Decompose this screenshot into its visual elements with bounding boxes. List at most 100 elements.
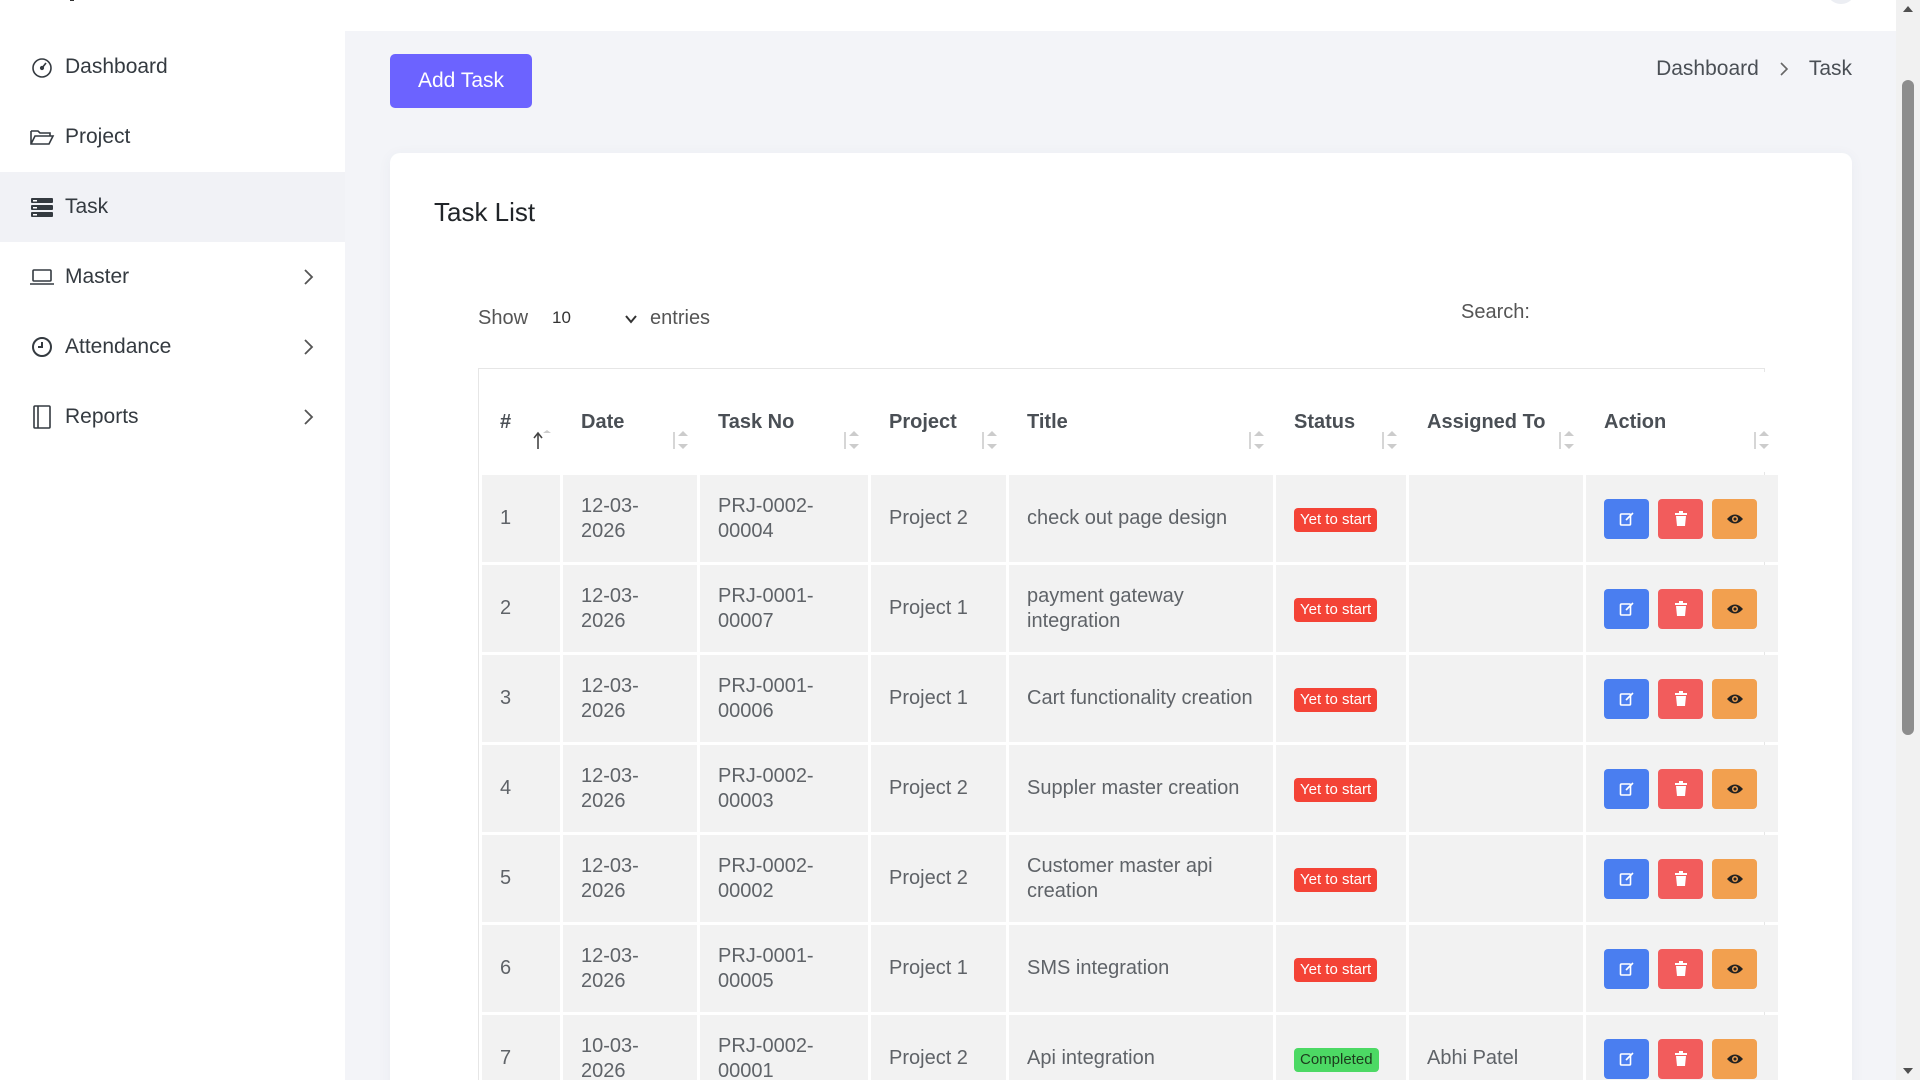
sidebar-item-project[interactable]: Project (0, 102, 345, 172)
column-header-label: Project (889, 411, 957, 433)
search-input[interactable] (1535, 293, 1755, 331)
edit-button[interactable] (1604, 588, 1649, 629)
sidebar-item-dashboard[interactable]: Dashboard (0, 32, 345, 102)
column-header-label: Title (1027, 411, 1068, 433)
delete-button[interactable] (1658, 858, 1703, 899)
column-header[interactable]: Assigned To (1409, 372, 1583, 472)
breadcrumb: Dashboard Task (1656, 57, 1852, 81)
eye-icon (1726, 604, 1743, 613)
column-header[interactable]: Project (871, 372, 1006, 472)
edit-button[interactable] (1604, 1038, 1649, 1079)
sort-icon (982, 431, 997, 449)
edit-icon (1619, 511, 1634, 526)
column-header-label: Date (581, 411, 625, 433)
edit-icon (1619, 601, 1634, 616)
table-row: 4 12-03-2026 PRJ-0002-00003 Project 2 Supple… (482, 745, 1778, 832)
cell-project: Project 2 (871, 835, 1006, 922)
speedometer-icon (29, 54, 55, 80)
page-scrollbar[interactable] (1896, 0, 1920, 1080)
delete-button[interactable] (1658, 498, 1703, 539)
edit-button[interactable] (1604, 858, 1649, 899)
cell-title: Api integration (1009, 1015, 1273, 1080)
clock-icon (29, 334, 55, 360)
cell-action (1586, 655, 1778, 742)
view-button[interactable] (1712, 948, 1757, 989)
chevron-down-icon (625, 315, 637, 324)
entries-value: 10 (552, 308, 571, 327)
edit-button[interactable] (1604, 498, 1649, 539)
column-header[interactable]: Task No (700, 372, 868, 472)
delete-button[interactable] (1658, 588, 1703, 629)
scroll-up-arrow-icon[interactable] (1903, 6, 1913, 12)
task-table-wrapper: # Date Task No Project Title Status Assigned T… (478, 368, 1778, 1080)
cell-project: Project 2 (871, 745, 1006, 832)
task-list-card: Task List Show 10 entries Search: # Date T… (390, 153, 1852, 1080)
column-header-label: Status (1294, 411, 1356, 433)
avatar[interactable] (1826, 0, 1856, 4)
trash-icon (1674, 1050, 1687, 1066)
add-task-button[interactable]: Add Task (390, 54, 532, 108)
sidebar-item-attendance[interactable]: Attendance (0, 312, 345, 382)
cell-task-no: PRJ-0001-00006 (700, 655, 868, 742)
sidebar-item-task[interactable]: Task (0, 172, 345, 242)
breadcrumb-dashboard[interactable]: Dashboard (1656, 57, 1759, 80)
cell-action (1586, 1015, 1778, 1080)
delete-button[interactable] (1658, 678, 1703, 719)
delete-button[interactable] (1658, 948, 1703, 989)
cell-status: Completed (1276, 1015, 1406, 1080)
cell-title: payment gateway integration (1009, 565, 1273, 652)
cell-assigned-to (1409, 835, 1583, 922)
chevron-right-icon (304, 339, 314, 355)
delete-button[interactable] (1658, 1038, 1703, 1079)
task-table: # Date Task No Project Title Status Assigned T… (479, 369, 1781, 1080)
edit-button[interactable] (1604, 948, 1649, 989)
cell-status: Yet to start (1276, 925, 1406, 1012)
sidebar-item-reports[interactable]: Reports (0, 382, 345, 452)
scroll-down-arrow-icon[interactable] (1903, 1068, 1913, 1074)
scroll-thumb[interactable] (1902, 80, 1914, 735)
eye-icon (1726, 874, 1743, 883)
column-header[interactable]: # (482, 372, 560, 472)
delete-button[interactable] (1658, 768, 1703, 809)
cell-assigned-to (1409, 475, 1583, 562)
cell-title: check out page design (1009, 475, 1273, 562)
edit-icon (1619, 781, 1634, 796)
cell-status: Yet to start (1276, 745, 1406, 832)
cell-task-no: PRJ-0002-00003 (700, 745, 868, 832)
view-button[interactable] (1712, 1038, 1757, 1079)
edit-button[interactable] (1604, 768, 1649, 809)
cell-action (1586, 745, 1778, 832)
view-button[interactable] (1712, 858, 1757, 899)
status-badge: Yet to start (1294, 687, 1378, 712)
view-button[interactable] (1712, 588, 1757, 629)
view-button[interactable] (1712, 678, 1757, 719)
sidebar-item-master[interactable]: Master (0, 242, 345, 312)
cell-status: Yet to start (1276, 655, 1406, 742)
view-button[interactable] (1712, 768, 1757, 809)
column-header[interactable]: Action (1586, 372, 1778, 472)
sort-icon (1249, 431, 1264, 449)
cell-task-no: PRJ-0001-00007 (700, 565, 868, 652)
cell-status: Yet to start (1276, 565, 1406, 652)
column-header[interactable]: Title (1009, 372, 1273, 472)
cell-status: Yet to start (1276, 835, 1406, 922)
column-header[interactable]: Date (563, 372, 697, 472)
cell-date: 12-03-2026 (563, 835, 697, 922)
entries-select[interactable]: 10 (542, 301, 644, 335)
column-header[interactable]: Status (1276, 372, 1406, 472)
cell-action (1586, 835, 1778, 922)
cell-title: Customer master api creation (1009, 835, 1273, 922)
top-header (345, 0, 1896, 31)
cell-date: 12-03-2026 (563, 475, 697, 562)
eye-icon (1726, 694, 1743, 703)
view-button[interactable] (1712, 498, 1757, 539)
sort-asc-icon (533, 430, 551, 449)
book-icon (29, 404, 55, 430)
edit-button[interactable] (1604, 678, 1649, 719)
card-title: Task List (434, 197, 536, 227)
gear-logo-icon (70, 0, 74, 1)
table-row: 3 12-03-2026 PRJ-0001-00006 Project 1 Cart f… (482, 655, 1778, 742)
cell-project: Project 2 (871, 1015, 1006, 1080)
sidebar-item-label: Dashboard (65, 55, 168, 78)
column-header-label: Action (1604, 411, 1667, 433)
